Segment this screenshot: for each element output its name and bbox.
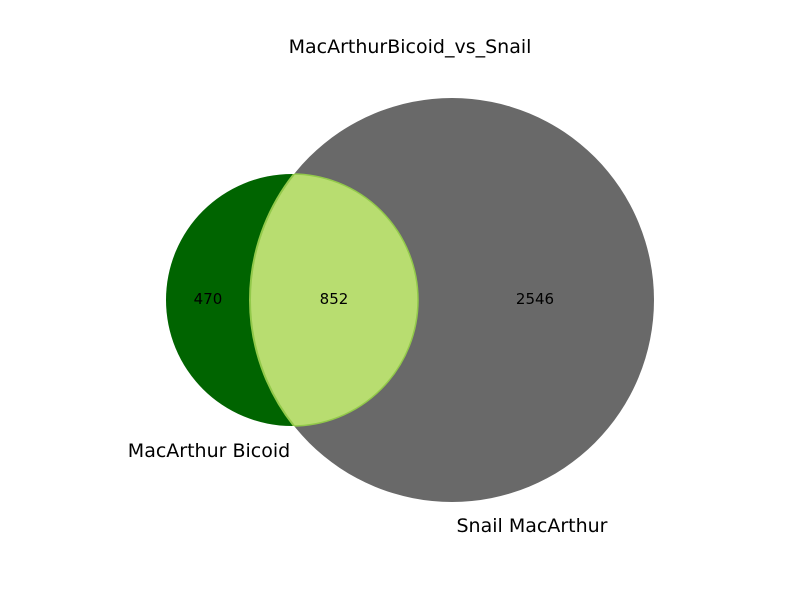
set-b-label: Snail MacArthur bbox=[457, 515, 608, 537]
intersection-count: 852 bbox=[320, 290, 349, 308]
set-b-only-count: 2546 bbox=[516, 290, 554, 308]
chart-title: MacArthurBicoid_vs_Snail bbox=[289, 36, 532, 58]
intersection-region bbox=[249, 174, 418, 426]
set-a-label: MacArthur Bicoid bbox=[128, 440, 290, 462]
set-a-only-count: 470 bbox=[194, 290, 223, 308]
